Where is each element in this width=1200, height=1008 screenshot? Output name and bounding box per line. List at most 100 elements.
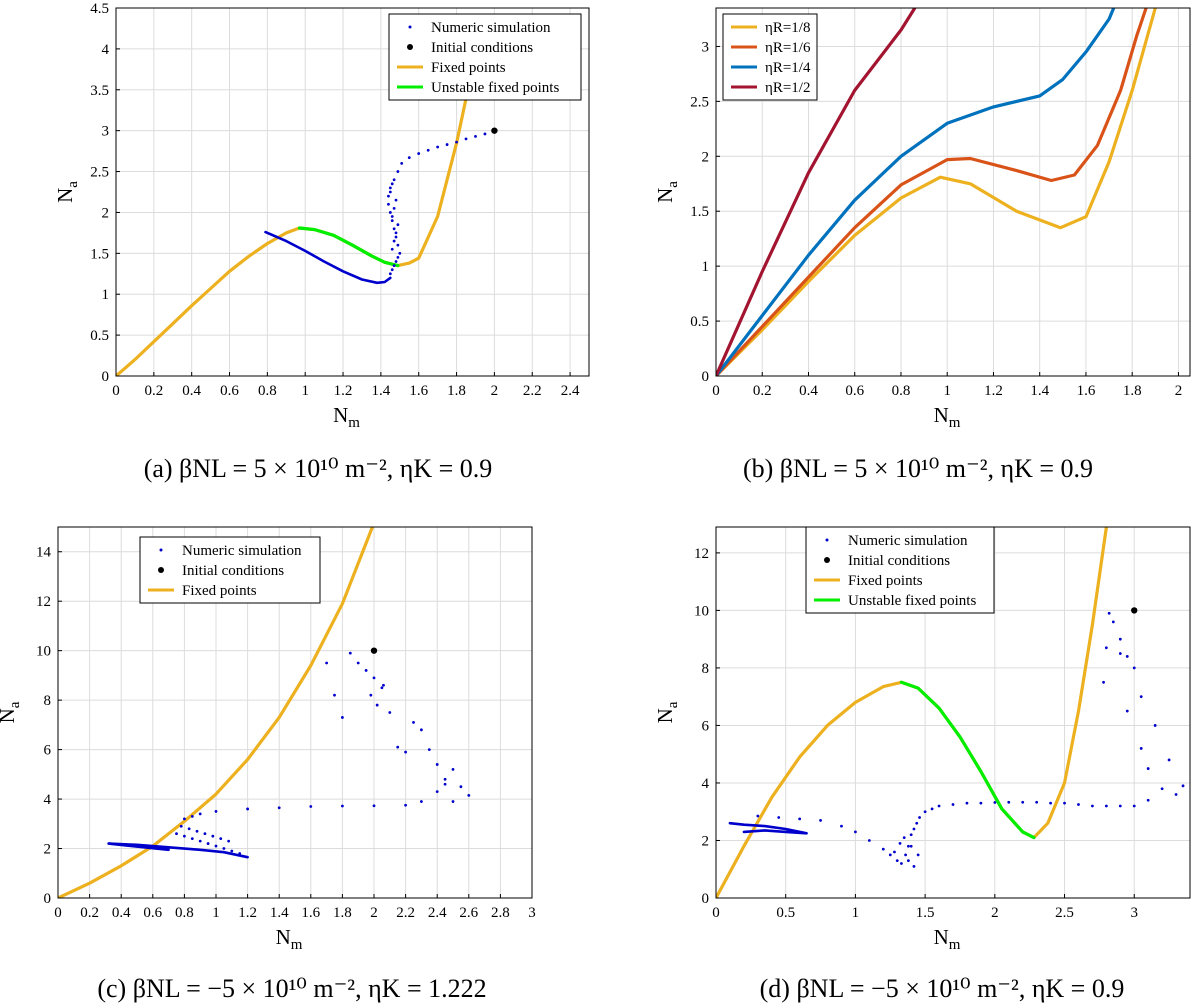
- simulation-point: [993, 801, 997, 804]
- simulation-point: [798, 817, 802, 821]
- simulation-point: [1132, 804, 1136, 808]
- legend-label: Unstable fixed points: [848, 593, 976, 609]
- simulation-point: [443, 782, 447, 786]
- simulation-point: [219, 837, 223, 841]
- simulation-point: [382, 683, 385, 687]
- simulation-point: [214, 810, 218, 813]
- simulation-point: [388, 186, 392, 190]
- simulation-point: [1118, 637, 1122, 641]
- y-tick-label: 14: [36, 545, 52, 561]
- legend-label: ηR=1/6: [765, 40, 811, 56]
- y-tick-label: 10: [694, 603, 709, 619]
- x-tick-label: 1.8: [447, 383, 466, 399]
- simulation-point: [277, 806, 281, 810]
- series-line-unstable-fixed-points: [297, 226, 400, 268]
- x-tick-label: 2: [991, 905, 999, 921]
- simulation-point: [392, 206, 396, 210]
- y-tick-label: 4.5: [90, 1, 109, 17]
- simulation-point: [394, 198, 398, 202]
- simulation-point: [190, 814, 194, 818]
- simulation-point: [1174, 793, 1178, 796]
- simulation-point: [206, 842, 210, 845]
- legend-label: Initial conditions: [848, 553, 950, 569]
- simulation-point: [417, 152, 421, 155]
- simulation-point: [435, 763, 439, 766]
- x-tick-label: 1: [301, 383, 309, 399]
- simulation-point: [325, 661, 328, 665]
- simulation-point: [183, 834, 186, 838]
- simulation-point: [459, 785, 463, 789]
- simulation-point: [902, 836, 906, 840]
- y-tick-label: 6: [44, 743, 52, 759]
- simulation-point: [930, 807, 934, 811]
- simulation-point: [756, 814, 760, 818]
- legend-swatch: [158, 567, 164, 573]
- simulation-point: [394, 260, 398, 263]
- simulation-point: [1160, 787, 1164, 791]
- simulation-point: [369, 693, 373, 697]
- simulation-point: [420, 800, 423, 803]
- y-tick-label: 3.5: [90, 83, 109, 99]
- simulation-point: [1063, 801, 1066, 805]
- y-tick-label: 0: [44, 891, 52, 907]
- simulation-point: [1104, 804, 1108, 808]
- legend-label: ηR=1/4: [765, 60, 811, 76]
- x-tick-label: 1.2: [238, 905, 257, 921]
- simulation-point: [375, 703, 379, 707]
- simulation-point: [1125, 709, 1129, 713]
- legend: Numeric simulation Initial conditions Fixe…: [388, 13, 582, 101]
- x-tick-label: 2.4: [561, 383, 580, 399]
- simulation-point: [445, 143, 449, 146]
- simulation-point: [390, 268, 394, 272]
- x-tick-label: 2.6: [459, 905, 478, 921]
- simulation-point: [387, 202, 390, 206]
- simulation-point: [396, 170, 400, 173]
- legend-label: Fixed points: [431, 60, 506, 76]
- x-tick-label: 0: [712, 905, 720, 921]
- x-tick-label: 0.8: [258, 383, 277, 399]
- y-axis-label: Na: [0, 701, 23, 723]
- x-axis-label: Nm: [934, 925, 961, 953]
- simulation-point: [420, 728, 423, 732]
- axes-frame: [115, 7, 590, 377]
- simulation-point: [881, 847, 885, 851]
- simulation-point: [404, 803, 407, 807]
- legend-swatch: [408, 25, 412, 29]
- simulation-point: [435, 790, 439, 794]
- initial-condition-point: [491, 127, 498, 134]
- x-axis-label: Nm: [276, 925, 303, 953]
- simulation-point: [198, 812, 202, 816]
- simulation-point: [854, 830, 857, 834]
- simulation-point: [909, 844, 913, 848]
- y-tick-label: 10: [36, 644, 51, 660]
- simulation-point: [1118, 652, 1122, 655]
- series-line-fixed-points: [116, 88, 470, 376]
- x-tick-label: 1: [212, 905, 220, 921]
- x-tick-label: 1.6: [301, 905, 320, 921]
- simulation-point: [187, 827, 191, 831]
- x-tick-label: 1.2: [334, 383, 353, 399]
- legend-swatch: [407, 44, 413, 50]
- y-tick-label: 2: [702, 833, 710, 849]
- x-tick-label: 1.8: [333, 905, 352, 921]
- x-tick-label: 1.8: [1123, 383, 1142, 399]
- series-line--r-1-8: [716, 8, 1157, 376]
- x-tick-label: 2: [491, 383, 499, 399]
- x-tick-label: 2.8: [491, 905, 510, 921]
- simulation-point: [392, 264, 396, 267]
- x-tick-label: 2: [370, 905, 378, 921]
- simulation-point: [394, 235, 398, 239]
- y-tick-label: 3: [102, 124, 110, 140]
- series-line-unstable-fixed-points: [899, 680, 1036, 840]
- y-tick-label: 4: [102, 42, 110, 58]
- simulation-point: [1146, 767, 1150, 770]
- y-tick-label: 0: [702, 891, 710, 907]
- simulation-point: [183, 817, 186, 821]
- simulation-point: [396, 256, 400, 259]
- simulation-point: [246, 807, 250, 811]
- y-tick-label: 2.5: [690, 94, 709, 110]
- legend-label: ηR=1/2: [765, 80, 810, 96]
- simulation-point: [1021, 800, 1025, 804]
- simulation-point: [230, 849, 234, 853]
- panel-caption: (a) βNL = 5 × 10¹⁰ m⁻², ηK = 0.9: [144, 454, 493, 483]
